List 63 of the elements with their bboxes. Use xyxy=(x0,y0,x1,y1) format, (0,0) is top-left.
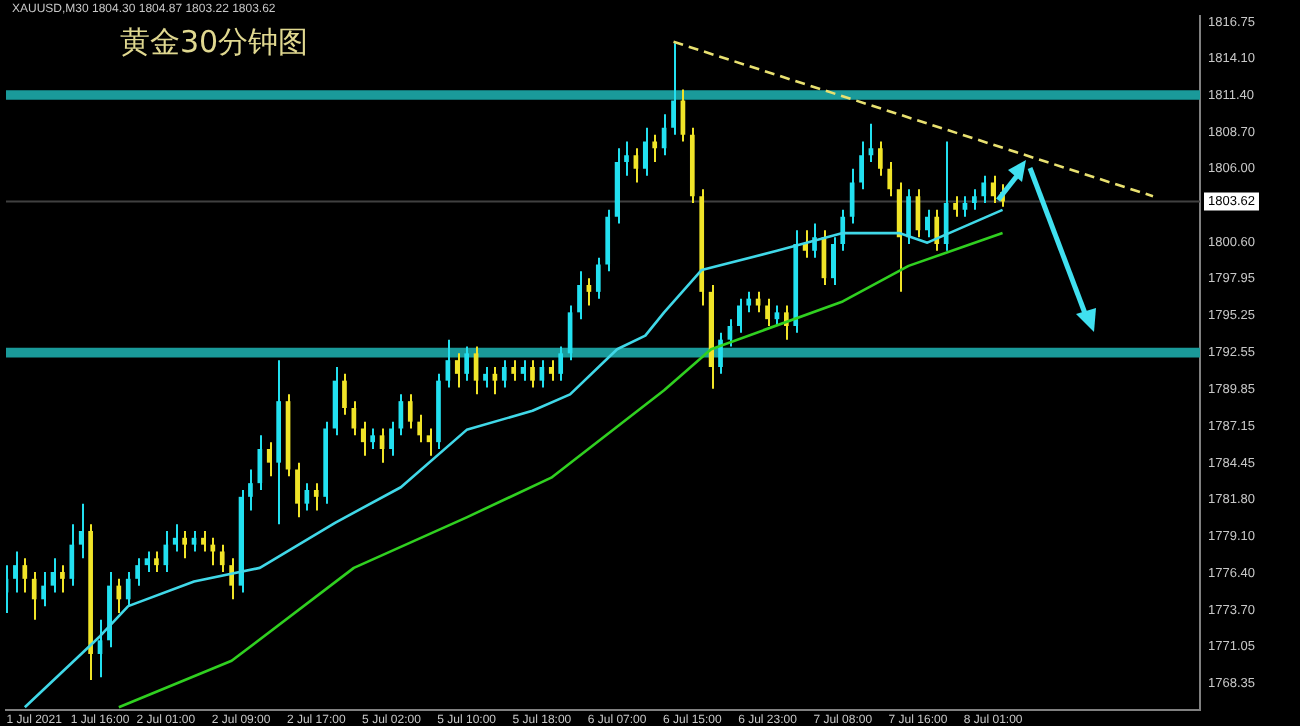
candlestick xyxy=(671,42,676,136)
candlestick xyxy=(248,468,253,512)
candlestick xyxy=(313,482,319,512)
candlestick xyxy=(624,140,629,177)
candlestick xyxy=(736,297,742,334)
candlestick xyxy=(859,140,864,191)
candlestick xyxy=(642,126,648,177)
candlestick xyxy=(135,557,140,587)
candlestick xyxy=(257,434,263,491)
candlestick xyxy=(116,577,122,614)
candlestick xyxy=(219,543,225,573)
candlestick xyxy=(13,550,18,594)
candlestick xyxy=(746,290,752,314)
candlestick xyxy=(548,359,554,382)
candlestick xyxy=(943,140,949,252)
candlestick xyxy=(483,366,488,389)
candlestick xyxy=(840,208,846,252)
candlestick xyxy=(530,359,535,389)
candlestick xyxy=(605,208,611,273)
candlestick xyxy=(906,188,911,246)
candlestick xyxy=(934,208,940,252)
candlestick xyxy=(407,393,413,430)
candlestick xyxy=(972,188,977,211)
candlestick xyxy=(558,345,564,382)
candlestick xyxy=(981,174,987,205)
candlestick xyxy=(154,550,159,573)
candlestick xyxy=(370,427,376,450)
candlestick xyxy=(953,195,958,218)
candlestick xyxy=(990,174,996,205)
candlestick xyxy=(295,461,300,519)
candlestick xyxy=(417,413,423,444)
candlestick xyxy=(201,529,206,553)
candlestick xyxy=(22,557,28,594)
candlestick xyxy=(389,420,394,457)
candlestick xyxy=(454,352,460,389)
candlestick xyxy=(125,570,131,608)
candlestick xyxy=(163,529,169,573)
candlestick xyxy=(60,564,65,594)
candlestick xyxy=(501,359,507,389)
candlestick xyxy=(511,359,517,382)
candlestick xyxy=(31,570,37,621)
candlestick xyxy=(210,536,216,567)
candlestick xyxy=(595,256,601,300)
candlestick xyxy=(342,372,347,416)
candlestick xyxy=(182,529,187,560)
candlestick xyxy=(652,133,658,164)
candlestick xyxy=(765,297,770,327)
chart-title: 黄金30分钟图 xyxy=(120,24,309,62)
candlestick xyxy=(925,208,930,239)
candlestick xyxy=(229,557,234,601)
candlestick xyxy=(718,331,723,375)
candlestick xyxy=(830,236,836,287)
candlestick xyxy=(41,570,46,608)
candlestick xyxy=(360,420,366,457)
candlestick xyxy=(266,441,272,478)
candlestick xyxy=(577,270,582,321)
candlestick xyxy=(896,181,902,293)
candlestick xyxy=(172,523,178,553)
candlestick xyxy=(69,523,75,587)
candlestick xyxy=(78,502,84,560)
candlestick xyxy=(887,161,893,198)
candlestick xyxy=(878,140,883,177)
candlestick xyxy=(464,345,470,382)
